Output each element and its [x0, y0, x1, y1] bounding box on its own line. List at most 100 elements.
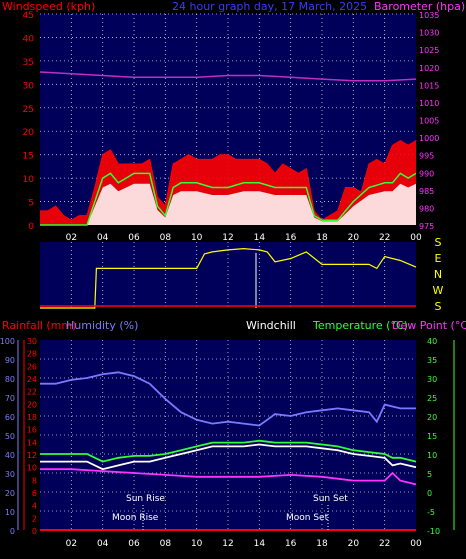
wind-time-tick-label: 20 [348, 233, 360, 243]
temp-time-tick-label: 02 [66, 539, 77, 549]
wind-time-tick-label: 04 [97, 233, 109, 243]
barometer-tick-label: 1015 [419, 81, 439, 90]
temperature-tick-label: 25 [427, 394, 437, 403]
humidity-axis-label: Humidity (%) [66, 319, 138, 332]
temp-time-tick-label: 12 [222, 539, 233, 549]
moonrise-label: Moon Rise [112, 513, 159, 523]
rainfall-tick-label: 28 [27, 350, 37, 359]
windspeed-tick-label: 15 [23, 152, 34, 162]
humidity-tick-label: 20 [5, 489, 15, 498]
barometer-tick-label: 1025 [419, 46, 439, 55]
rainfall-tick-label: 10 [27, 464, 37, 473]
temp-time-ticks: 02 04 06 08 10 12 14 16 18 20 22 00 [66, 539, 422, 549]
temperature-tick-label: 5 [427, 470, 432, 479]
temperature-tick-label: -5 [427, 508, 435, 517]
direction-series [40, 247, 417, 309]
rainfall-tick-label: 16 [27, 426, 37, 435]
windspeed-tick-label: 10 [23, 175, 35, 185]
wind-time-tick-label: 14 [254, 233, 266, 243]
humidity-tick-label: 10 [5, 508, 15, 517]
temperature-tick-label: 30 [427, 375, 437, 384]
humidity-tick-label: 70 [5, 394, 15, 403]
temp-time-tick-label: 22 [379, 539, 390, 549]
dewpoint-line [40, 468, 417, 486]
wind-time-tick-label: 00 [410, 233, 422, 243]
rainfall-tick-label: 18 [27, 413, 37, 422]
temp-time-tick-label: 14 [254, 539, 266, 549]
wind-time-tick-label: 16 [285, 233, 297, 243]
humidity-tick-label: 30 [5, 470, 15, 479]
temperature-tick-label: -10 [427, 527, 440, 536]
temp-time-tick-label: 06 [128, 539, 140, 549]
rainfall-tick-label: 20 [27, 400, 37, 409]
wind-time-tick-label: 22 [379, 233, 390, 243]
wind-average-fill [40, 183, 416, 225]
barometer-axis-label: Barometer (hpa) [374, 0, 465, 13]
wind-series [39, 71, 417, 226]
temp-time-tick-label: 10 [191, 539, 203, 549]
temperature-ticks: -10 -5 0 5 10 15 20 25 30 35 40 [427, 337, 455, 536]
wind-time-tick-label: 02 [66, 233, 77, 243]
graph-title: 24 hour graph day, 17 March, 2025 [172, 0, 367, 13]
wind-time-tick-label: 12 [222, 233, 233, 243]
temp-time-tick-label: 16 [285, 539, 297, 549]
rainfall-tick-label: 24 [27, 375, 37, 384]
rainfall-tick-label: 14 [27, 438, 37, 447]
temperature-tick-label: 0 [427, 489, 432, 498]
windspeed-tick-label: 5 [28, 199, 34, 209]
sunset-label: Sun Set [313, 494, 348, 504]
moonset-label: Moon Set [286, 513, 329, 523]
rainfall-axis-label: Rainfall (mm) [2, 319, 76, 332]
barometer-ticks: 975 980 985 990 995 1000 1005 1010 1015 1020 1025 1… [419, 11, 439, 231]
windspeed-tick-label: 0 [28, 222, 34, 232]
temp-time-tick-label: 18 [316, 539, 328, 549]
direction-grid [70, 242, 386, 308]
gust-line [40, 140, 417, 221]
rainfall-tick-label: 4 [32, 502, 37, 511]
rainfall-tick-label: 26 [27, 362, 37, 371]
wind-average-line [40, 172, 417, 226]
rainfall-tick-label: 22 [27, 388, 37, 397]
humidity-tick-label: 60 [5, 413, 15, 422]
temp-time-tick-label: 04 [97, 539, 109, 549]
direction-tick-label: S [435, 300, 442, 313]
rainfall-tick-label: 12 [27, 451, 37, 460]
wind-time-tick-label: 18 [316, 233, 328, 243]
wind-time-tick-label: 06 [128, 233, 140, 243]
temperature-line [40, 439, 417, 463]
barometer-tick-label: 1010 [419, 99, 439, 108]
barometer-tick-label: 980 [419, 204, 434, 213]
rainfall-tick-label: 6 [32, 489, 37, 498]
windspeed-tick-label: 30 [23, 81, 35, 91]
direction-line [40, 247, 417, 309]
rainfall-tick-label: 2 [32, 514, 37, 523]
temperature-tick-label: 40 [427, 337, 437, 346]
temperature-tick-label: 15 [427, 432, 437, 441]
barometer-tick-label: 1000 [419, 134, 439, 143]
windspeed-ticks: 0 5 10 15 20 25 30 35 40 45 [23, 11, 35, 232]
barometer-tick-label: 1030 [419, 29, 439, 38]
temp-time-tick-label: 00 [410, 539, 422, 549]
windchill-legend: Windchill [246, 319, 296, 332]
humidity-tick-label: 80 [5, 375, 15, 384]
direction-tick-label: W [433, 284, 444, 297]
temp-time-tick-label: 08 [160, 539, 172, 549]
humidity-tick-label: 90 [5, 356, 15, 365]
barometer-tick-label: 985 [419, 187, 434, 196]
windspeed-axis-label: Windspeed (kph) [2, 0, 95, 13]
temp-time-tick-label: 20 [348, 539, 360, 549]
humidity-tick-label: 50 [5, 432, 15, 441]
direction-tick-label: N [434, 268, 442, 281]
temp-series [40, 371, 417, 531]
temperature-tick-label: 20 [427, 413, 437, 422]
temperature-tick-label: 10 [427, 451, 437, 460]
humidity-tick-label: 40 [5, 451, 15, 460]
rainfall-tick-label: 8 [32, 476, 37, 485]
direction-tick-label: S [435, 236, 442, 249]
wind-time-tick-label: 08 [160, 233, 172, 243]
windchill-line [40, 443, 417, 471]
barometer-tick-label: 1005 [419, 117, 439, 126]
wind-time-ticks: 02 04 06 08 10 12 14 16 18 20 22 00 [66, 233, 422, 243]
